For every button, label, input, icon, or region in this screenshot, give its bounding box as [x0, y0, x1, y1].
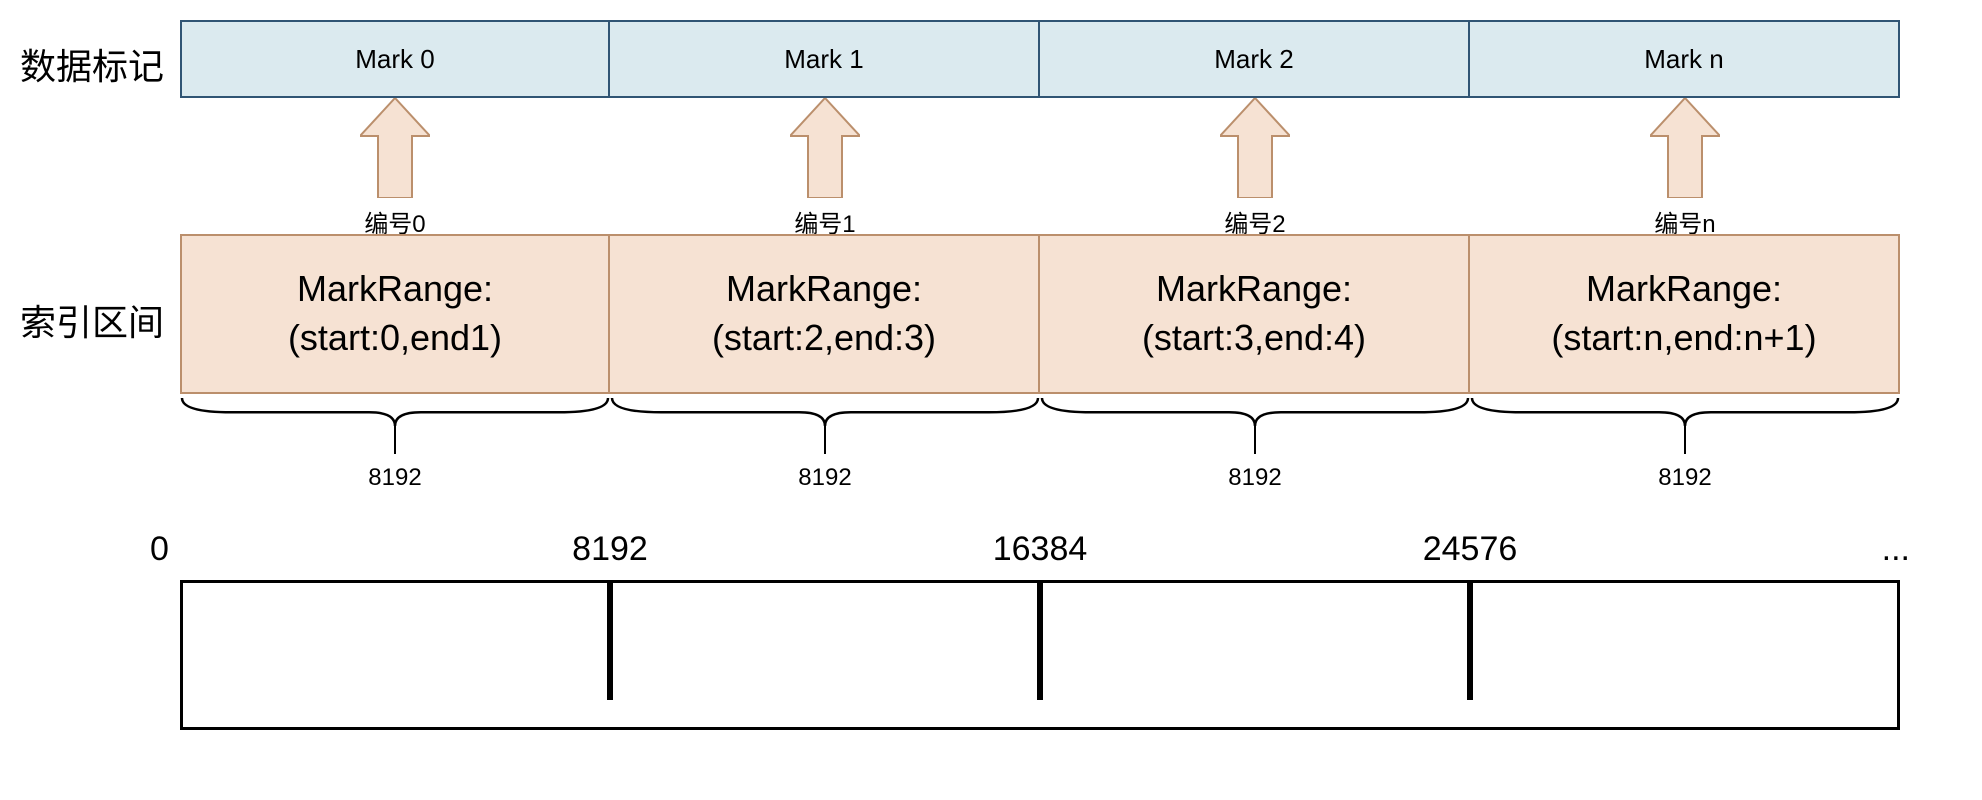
- brace-label: 8192: [1228, 464, 1281, 492]
- brace-label: 8192: [368, 464, 421, 492]
- range-title: MarkRange:: [297, 265, 493, 314]
- arrow-up-icon: [790, 98, 860, 198]
- mark-cell: Mark n: [1470, 20, 1900, 98]
- arrow-up-icon: [1220, 98, 1290, 198]
- range-row: MarkRange:(start:0,end1)MarkRange:(start…: [180, 234, 1900, 394]
- arrow-up-icon: [1650, 98, 1720, 198]
- timeline-tick: [1467, 583, 1473, 700]
- brace: 8192: [180, 398, 610, 492]
- arrow: 编号n: [1650, 98, 1720, 239]
- brace-stem: [1684, 426, 1686, 454]
- range-cell: MarkRange:(start:3,end:4): [1040, 234, 1470, 394]
- range-sub: (start:3,end:4): [1142, 314, 1366, 363]
- brace-stem: [1254, 426, 1256, 454]
- mark-row: Mark 0Mark 1Mark 2Mark n: [180, 20, 1900, 98]
- arrow: 编号2: [1220, 98, 1290, 239]
- mark-cell: Mark 1: [610, 20, 1040, 98]
- brace-icon: [1470, 398, 1900, 428]
- brace-stem: [824, 426, 826, 454]
- range-cell: MarkRange:(start:n,end:n+1): [1470, 234, 1900, 394]
- brace: 8192: [610, 398, 1040, 492]
- range-sub: (start:n,end:n+1): [1551, 314, 1816, 363]
- tick-label: ...: [1790, 530, 1910, 569]
- mark-cell: Mark 2: [1040, 20, 1470, 98]
- tick-label: 16384: [970, 530, 1110, 569]
- label-data-marks: 数据标记: [20, 38, 164, 90]
- tick-label: 24576: [1400, 530, 1540, 569]
- brace-icon: [1040, 398, 1470, 428]
- label-index-ranges: 索引区间: [20, 294, 164, 346]
- timeline-tick: [1037, 583, 1043, 700]
- brace: 8192: [1470, 398, 1900, 492]
- range-sub: (start:0,end1): [288, 314, 502, 363]
- mark-cell: Mark 0: [180, 20, 610, 98]
- range-sub: (start:2,end:3): [712, 314, 936, 363]
- arrow-up-icon: [360, 98, 430, 198]
- brace: 8192: [1040, 398, 1470, 492]
- brace-label: 8192: [798, 464, 851, 492]
- range-cell: MarkRange:(start:2,end:3): [610, 234, 1040, 394]
- range-cell: MarkRange:(start:0,end1): [180, 234, 610, 394]
- timeline-tick: [607, 583, 613, 700]
- brace-icon: [180, 398, 610, 428]
- brace-icon: [610, 398, 1040, 428]
- range-title: MarkRange:: [1156, 265, 1352, 314]
- tick-label: 0: [150, 530, 210, 569]
- brace-stem: [394, 426, 396, 454]
- arrow: 编号0: [360, 98, 430, 239]
- arrow: 编号1: [790, 98, 860, 239]
- brace-label: 8192: [1658, 464, 1711, 492]
- range-title: MarkRange:: [1586, 265, 1782, 314]
- tick-label: 8192: [540, 530, 680, 569]
- range-title: MarkRange:: [726, 265, 922, 314]
